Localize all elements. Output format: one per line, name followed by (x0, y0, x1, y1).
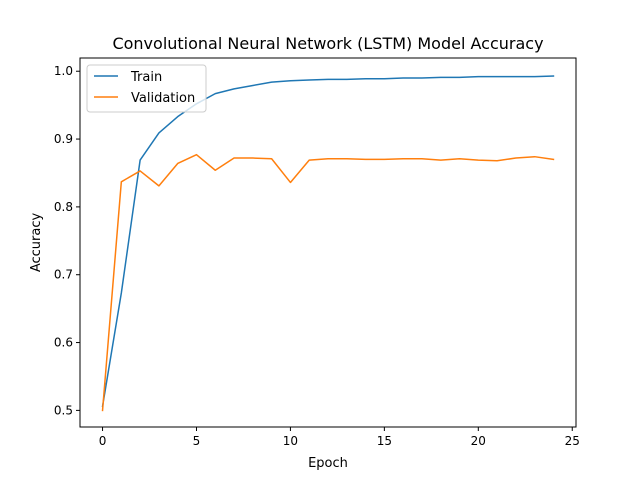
legend: Train Validation (87, 65, 206, 112)
legend-label-train: Train (130, 70, 162, 85)
axes-frame (80, 58, 576, 427)
x-tick-label: 25 (565, 434, 580, 448)
legend-label-validation: Validation (131, 91, 195, 106)
x-tick-label: 0 (99, 434, 107, 448)
y-tick-label: 0.6 (54, 336, 73, 350)
series-lines (103, 76, 554, 410)
y-tick-label: 0.8 (54, 200, 73, 214)
y-tick-label: 0.9 (54, 132, 73, 146)
x-axis-label: Epoch (308, 456, 348, 471)
x-axis-ticks: 0 5 10 15 20 25 (99, 427, 580, 448)
series-line-validation (103, 155, 554, 411)
y-tick-label: 0.5 (54, 403, 73, 417)
y-axis-ticks: 0.5 0.6 0.7 0.8 0.9 1.0 (54, 64, 80, 417)
y-tick-label: 1.0 (54, 64, 73, 78)
x-tick-label: 10 (283, 434, 298, 448)
x-tick-label: 5 (193, 434, 201, 448)
x-tick-label: 15 (377, 434, 392, 448)
x-tick-label: 20 (471, 434, 486, 448)
y-axis-label: Accuracy (29, 213, 44, 273)
chart-title: Convolutional Neural Network (LSTM) Mode… (112, 34, 543, 53)
y-tick-label: 0.7 (54, 268, 73, 282)
series-line-train (103, 76, 554, 406)
